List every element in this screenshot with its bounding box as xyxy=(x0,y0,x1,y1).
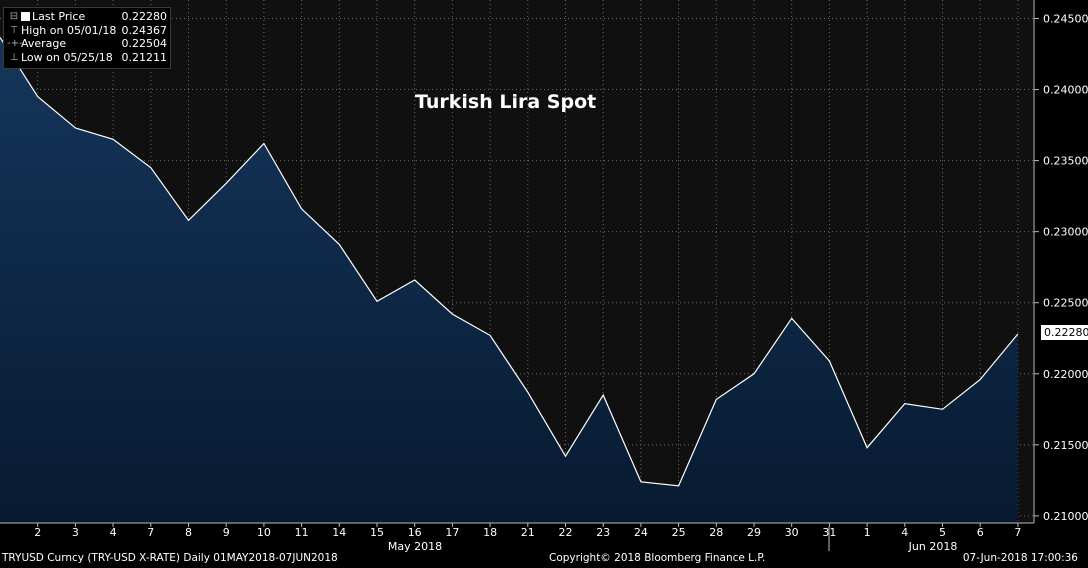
legend-high-value: 0.24367 xyxy=(121,23,168,37)
legend-last-value: 0.22280 xyxy=(121,10,168,23)
legend-last: ⊟ Last Price 0.22280 xyxy=(7,10,167,24)
data-point xyxy=(565,455,567,457)
x-tick-label: 4 xyxy=(110,526,117,539)
legend-low-label: Low on 05/25/18 xyxy=(21,50,113,64)
y-tick-label: 0.23000 xyxy=(1043,226,1088,239)
last-price-badge: 0.22280 xyxy=(1041,325,1088,340)
data-point xyxy=(1017,333,1019,335)
data-point xyxy=(150,167,152,169)
data-point xyxy=(715,398,717,400)
collapse-icon[interactable]: ⊟ xyxy=(9,11,19,22)
low-marker-icon: ⊥ xyxy=(9,51,19,63)
month-label-may: May 2018 xyxy=(388,540,442,553)
x-tick-label: 5 xyxy=(939,526,946,539)
x-axis: 2347891011141516171821222324252829303114… xyxy=(34,523,1021,539)
data-point xyxy=(979,379,981,381)
data-point xyxy=(188,219,190,221)
legend-low: ⊥ Low on 05/25/18 0.21211 xyxy=(7,51,167,65)
x-tick-label: 17 xyxy=(445,526,459,539)
legend-average-value: 0.22504 xyxy=(121,37,168,50)
x-tick-label: 24 xyxy=(634,526,648,539)
data-point xyxy=(678,485,680,487)
x-tick-label: 25 xyxy=(672,526,686,539)
data-point xyxy=(376,300,378,302)
price-line xyxy=(0,37,1019,487)
data-point xyxy=(527,391,529,393)
y-axis: 0.21000 0.21500 0.22000 0.22500 0.23000 0.235… xyxy=(1034,12,1088,523)
data-point xyxy=(791,317,793,319)
data-point xyxy=(301,208,303,210)
data-point xyxy=(112,138,114,140)
data-point xyxy=(602,394,604,396)
data-point xyxy=(942,408,944,410)
month-label-jun: Jun 2018 xyxy=(908,540,958,553)
x-tick-label: 8 xyxy=(185,526,192,539)
y-tick-label: 0.21000 xyxy=(1043,510,1088,523)
x-tick-label: 3 xyxy=(72,526,79,539)
data-point xyxy=(489,334,491,336)
y-tick-label: 0.22500 xyxy=(1043,297,1088,310)
x-tick-label: 11 xyxy=(295,526,309,539)
data-point xyxy=(640,481,642,483)
legend-average-label: Average xyxy=(21,37,67,50)
footer-security: TRYUSD Curncy (TRY-USD X-RATE) Daily 01M… xyxy=(2,552,338,564)
y-tick-label: 0.23500 xyxy=(1043,155,1088,168)
x-tick-label: 9 xyxy=(223,526,230,539)
x-tick-label: 28 xyxy=(709,526,723,539)
data-point xyxy=(904,403,906,405)
data-point xyxy=(74,127,76,129)
data-point xyxy=(451,313,453,315)
x-tick-label: 21 xyxy=(521,526,535,539)
x-tick-label: 2 xyxy=(34,526,41,539)
y-tick-label: 0.24000 xyxy=(1043,84,1088,97)
x-tick-label: 16 xyxy=(408,526,422,539)
x-tick-label: 7 xyxy=(147,526,154,539)
price-area xyxy=(0,37,1018,524)
x-tick-label: 15 xyxy=(370,526,384,539)
last-price-swatch xyxy=(21,12,30,22)
x-tick-label: 23 xyxy=(596,526,610,539)
legend-high: ⊤ High on 05/01/18 0.24367 xyxy=(7,24,167,38)
x-tick-label: 22 xyxy=(559,526,573,539)
legend-high-label: High on 05/01/18 xyxy=(21,23,117,37)
y-tick-label: 0.22000 xyxy=(1043,368,1088,381)
legend-average: -+- Average 0.22504 xyxy=(7,37,167,51)
average-marker-icon: -+- xyxy=(7,38,23,49)
data-point xyxy=(866,447,868,449)
data-point xyxy=(338,243,340,245)
x-tick-label: 6 xyxy=(977,526,984,539)
y-tick-label: 0.24500 xyxy=(1043,12,1088,25)
x-tick-label: 30 xyxy=(785,526,799,539)
data-point xyxy=(263,143,265,145)
x-tick-label: 29 xyxy=(747,526,761,539)
x-tick-label: 1 xyxy=(864,526,871,539)
x-tick-label: 10 xyxy=(257,526,271,539)
x-tick-label: 18 xyxy=(483,526,497,539)
legend: ⊟ Last Price 0.22280 ⊤ High on 05/01/18 … xyxy=(3,7,171,69)
x-tick-label: 7 xyxy=(1014,526,1021,539)
legend-low-value: 0.21211 xyxy=(121,50,168,64)
data-point xyxy=(753,373,755,375)
data-point xyxy=(225,182,227,184)
high-marker-icon: ⊤ xyxy=(9,24,19,36)
x-tick-label: 4 xyxy=(901,526,908,539)
data-point xyxy=(37,96,39,98)
footer-copyright: Copyright© 2018 Bloomberg Finance L.P. xyxy=(549,552,766,564)
chart-title: Turkish Lira Spot xyxy=(415,91,597,113)
data-point xyxy=(414,279,416,281)
footer-timestamp: 07-Jun-2018 17:00:36 xyxy=(962,552,1078,564)
x-tick-label: 14 xyxy=(332,526,346,539)
data-point xyxy=(828,360,830,362)
legend-last-label: Last Price xyxy=(32,10,86,23)
y-tick-label: 0.21500 xyxy=(1043,439,1088,452)
